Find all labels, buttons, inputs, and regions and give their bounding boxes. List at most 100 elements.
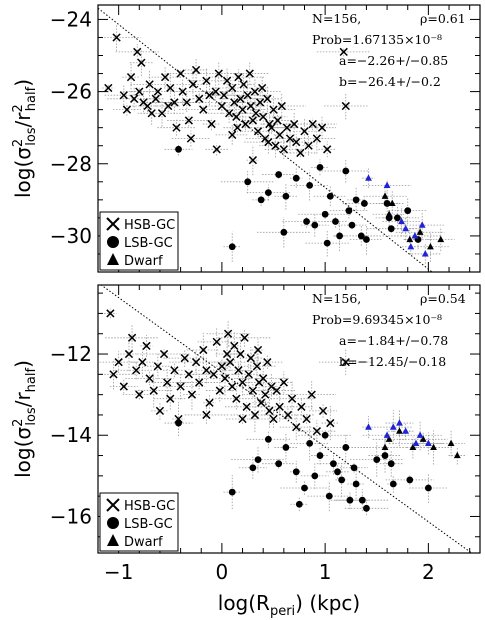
lsb-gc-point (342, 444, 350, 451)
hsb-gc-point (220, 374, 230, 383)
hsb-gc-point (341, 101, 350, 111)
hsb-gc-point (119, 91, 128, 100)
hsb-gc-point (138, 358, 147, 367)
hsb-gc-point (251, 109, 261, 118)
hsb-gc-point (230, 98, 239, 107)
x-tick-label: −1 (104, 560, 133, 584)
lsb-gc-point (336, 232, 343, 240)
lsb-gc-point (357, 232, 365, 240)
dwarf-point (427, 242, 434, 250)
hsb-gc-point (271, 141, 280, 150)
lsb-gc-point (228, 488, 236, 496)
lsb-gc-point (306, 182, 314, 189)
lsb-gc-point (332, 218, 339, 225)
y-tick-label: −26 (50, 80, 92, 104)
lsb-gc-point (292, 468, 300, 476)
hsb-gc-point (178, 87, 187, 96)
legend-lsb-gc-label: LSB-GC (124, 236, 173, 251)
hsb-gc-point (244, 370, 253, 379)
legend-dwarf-label: Dwarf (124, 254, 163, 269)
hsb-gc-point (224, 109, 234, 118)
lsb-gc-point (381, 452, 389, 459)
hsb-gc-point (240, 333, 249, 342)
lsb-gc-point (352, 196, 360, 204)
hsb-gc-point (166, 83, 175, 93)
hsb-gc-point (238, 105, 247, 114)
dwarf-point (453, 451, 461, 459)
fit-line (100, 285, 473, 553)
x-tick-label: 1 (319, 560, 332, 584)
legend-hsb-gc-label: HSB-GC (124, 218, 175, 233)
hsb-gc-point (250, 410, 260, 420)
hsb-gc-point (263, 358, 272, 367)
dwarf-point (385, 210, 393, 217)
y-tick-label: −12 (50, 342, 92, 366)
hsb-gc-point (239, 80, 248, 89)
hsb-gc-point (272, 386, 281, 395)
hsb-gc-point (267, 382, 276, 391)
dwarf-point (409, 443, 417, 451)
lsb-gc-point (389, 480, 397, 488)
stat-b: b=−12.45/−0.18 (339, 354, 446, 369)
hsb-gc-point (267, 123, 276, 132)
stat-n: N=156, (312, 11, 361, 26)
plot-frame (97, 4, 481, 273)
hsb-gc-point (212, 145, 221, 154)
hsb-gc-point (232, 112, 241, 121)
hsb-gc-point (297, 402, 306, 411)
hsb-gc-point (127, 333, 137, 342)
lsb-gc-point (326, 192, 334, 200)
lsb-gc-point (329, 460, 337, 468)
dwarf-point (430, 443, 437, 451)
dwarf-point (424, 439, 432, 446)
lsb-gc-point (254, 456, 262, 464)
stat-a: a=−1.84+/−0.78 (339, 333, 448, 348)
hsb-gc-point (122, 105, 132, 114)
hsb-gc-point (112, 33, 121, 42)
hsb-gc-point (285, 134, 295, 143)
dwarf-point (416, 228, 424, 235)
lsb-gc-point (424, 484, 432, 492)
hsb-gc-point (233, 123, 242, 132)
hsb-gc-point (232, 394, 241, 403)
lsb-gc-point (350, 464, 358, 472)
y-tick-label: −24 (50, 7, 92, 31)
dwarf-point (396, 419, 403, 426)
hsb-gc-point (164, 101, 173, 111)
stat-rho: ρ=0.61 (420, 11, 466, 26)
hsb-gc-point (222, 76, 232, 85)
hsb-gc-point (248, 156, 257, 165)
hsb-gc-point (234, 73, 243, 82)
hsb-gc-point (290, 119, 299, 129)
hsb-gc-point (242, 402, 251, 411)
dwarf-point (402, 224, 410, 232)
hsb-gc-point (184, 370, 193, 379)
hsb-gc-point (252, 362, 262, 371)
lsb-gc-point (406, 476, 414, 484)
hsb-gc-point (199, 345, 208, 355)
lsb-gc-point (323, 239, 331, 247)
legend-hsb-gc-label: HSB-GC (124, 499, 175, 514)
lsb-gc-point (373, 456, 381, 464)
hsb-gc-point (283, 410, 293, 420)
lsb-gc-point (363, 236, 370, 243)
hsb-gc-point (308, 119, 317, 129)
lsb-gc-point (282, 192, 290, 200)
hsb-gc-point (317, 123, 327, 132)
hsb-gc-point (275, 130, 284, 140)
lsb-gc-point (175, 145, 182, 153)
hsb-gc-point (287, 394, 297, 403)
lsb-gc-point (311, 221, 319, 229)
hsb-gc-point (223, 329, 233, 338)
dwarf-point (437, 235, 445, 243)
dwarf-point (381, 443, 389, 451)
lsb-gc-point (228, 243, 236, 251)
y-tick-label: −14 (50, 423, 92, 447)
hsb-gc-point (135, 390, 144, 399)
hsb-gc-point (130, 94, 139, 103)
hsb-gc-point (243, 91, 252, 100)
fit-line (98, 7, 433, 272)
hsb-gc-point (215, 386, 224, 395)
hsb-gc-point (207, 119, 216, 129)
stat-b: b=−26.4+/−0.2 (339, 74, 441, 89)
